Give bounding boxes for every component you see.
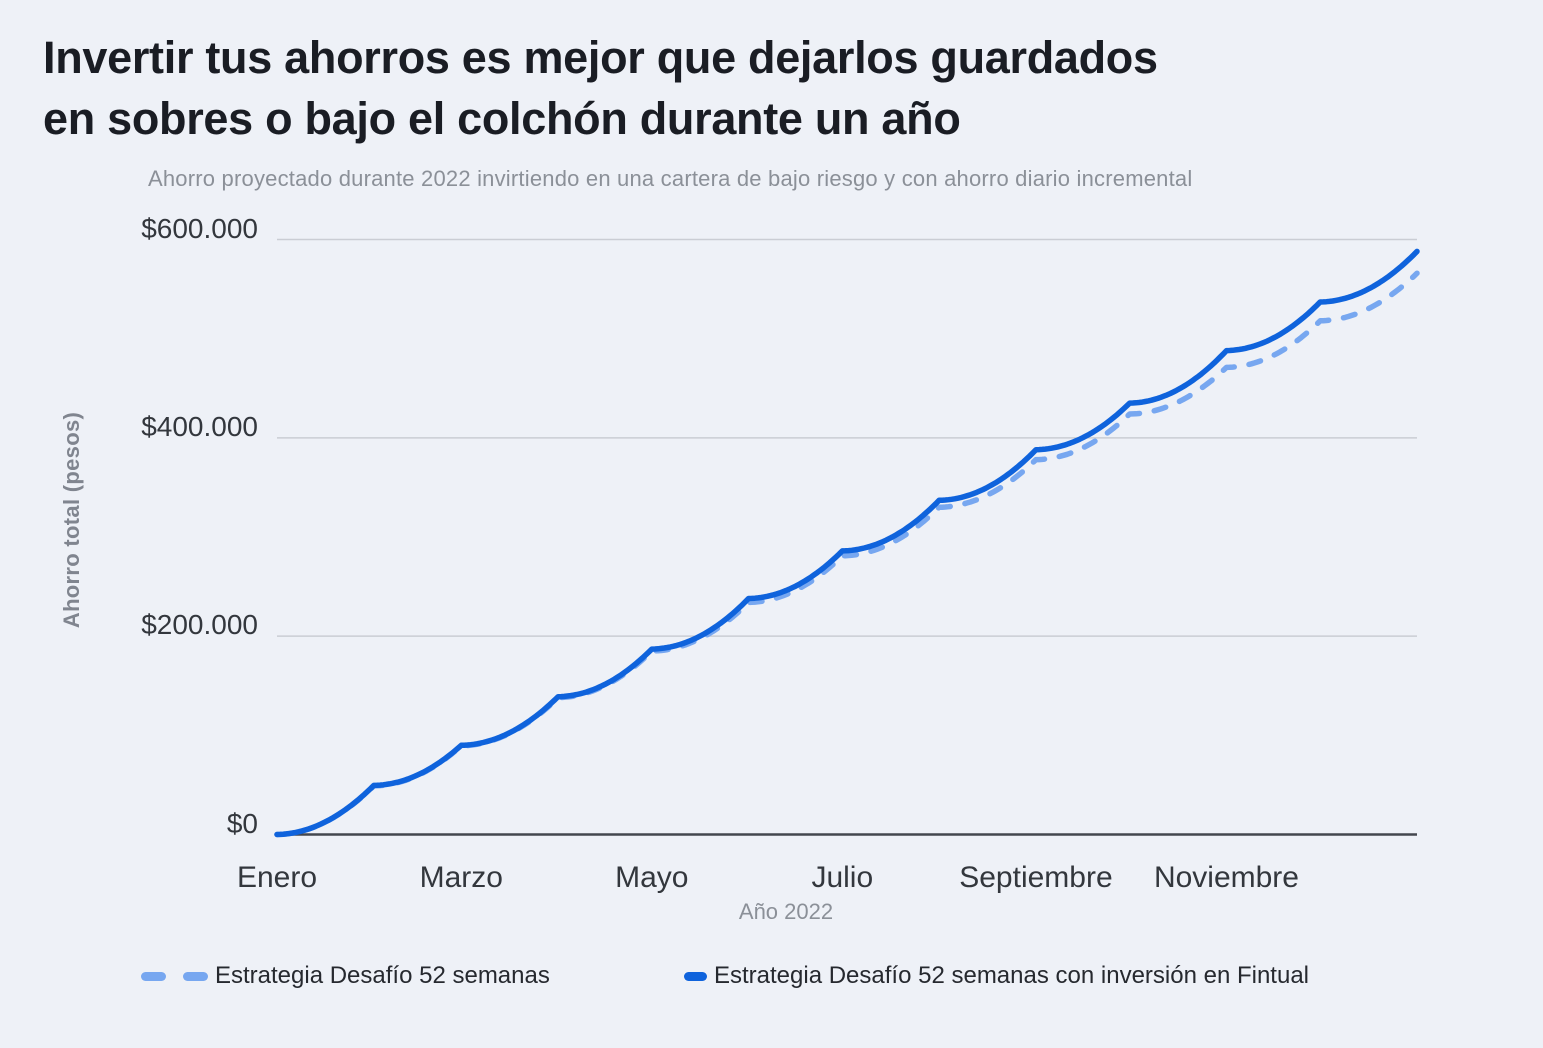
dashed-line-swatch-icon bbox=[141, 971, 208, 981]
chart-legend: Estrategia Desafío 52 semanas Estrategia… bbox=[0, 958, 1543, 998]
y-tick-200000: $200.000 bbox=[141, 609, 258, 641]
legend-label-desafio: Estrategia Desafío 52 semanas bbox=[215, 962, 550, 989]
y-tick-400000: $400.000 bbox=[141, 410, 258, 442]
page-title: Invertir tus ahorros es mejor que dejarl… bbox=[43, 27, 1158, 149]
x-tick-noviembre: Noviembre bbox=[1153, 861, 1299, 894]
x-tick-septiembre: Septiembre bbox=[959, 861, 1113, 894]
y-tick-0: $0 bbox=[226, 807, 258, 839]
series-dashed-line bbox=[274, 270, 1420, 838]
x-tick-marzo: Marzo bbox=[419, 861, 503, 894]
chart-subtitle: Ahorro proyectado durante 2022 invirtien… bbox=[148, 166, 1193, 191]
x-axis-title: Año 2022 bbox=[738, 899, 834, 924]
series-solid-line bbox=[274, 248, 1420, 838]
x-tick-mayo: Mayo bbox=[615, 861, 689, 894]
y-tick-600000: $600.000 bbox=[141, 212, 258, 244]
solid-line-swatch-icon bbox=[684, 971, 707, 981]
page-title-line1: Invertir tus ahorros es mejor que dejarl… bbox=[43, 32, 1158, 83]
x-tick-julio: Julio bbox=[811, 861, 874, 894]
y-axis-title: Ahorro total (pesos) bbox=[59, 411, 84, 629]
legend-label-fintual: Estrategia Desafío 52 semanas con invers… bbox=[714, 962, 1309, 989]
page-title-line2: en sobres o bajo el colchón durante un a… bbox=[43, 93, 961, 144]
x-tick-enero: Enero bbox=[236, 861, 318, 894]
legend-item-fintual: Estrategia Desafío 52 semanas con invers… bbox=[684, 958, 1309, 994]
legend-item-desafio: Estrategia Desafío 52 semanas bbox=[141, 958, 550, 994]
